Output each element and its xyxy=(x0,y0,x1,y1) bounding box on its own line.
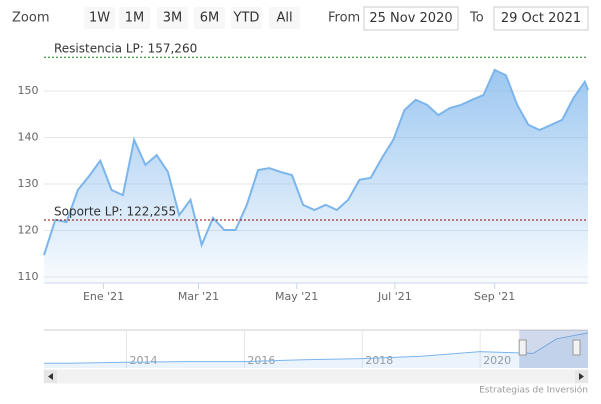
navigator-handle[interactable] xyxy=(572,339,581,356)
range-button[interactable] xyxy=(269,7,300,29)
price-line xyxy=(43,68,589,256)
y-tick-label: 110 xyxy=(18,270,39,283)
plot-line-label: Soporte LP: 122,255 xyxy=(54,204,176,218)
range-button[interactable] xyxy=(157,7,188,29)
range-button-label[interactable]: YTD xyxy=(233,11,260,26)
range-button[interactable] xyxy=(119,7,150,29)
navigator-tick-label: 2020 xyxy=(483,354,511,367)
navigator-line xyxy=(44,332,589,364)
arrow-left xyxy=(48,373,53,380)
y-tick-label: 140 xyxy=(18,130,39,143)
from-label: From xyxy=(328,11,360,26)
range-button[interactable] xyxy=(194,7,225,29)
credits[interactable]: Estrategias de Inversión xyxy=(479,385,588,396)
to-label: To xyxy=(469,11,484,26)
navigator-tick-label: 2014 xyxy=(130,354,158,367)
x-tick-label: Jul '21 xyxy=(377,290,412,303)
zoom-label: Zoom xyxy=(12,11,49,26)
y-tick-label: 120 xyxy=(18,223,39,236)
to-input[interactable] xyxy=(493,6,589,31)
range-button[interactable] xyxy=(231,7,262,29)
area-fill xyxy=(44,70,588,283)
range-button-label[interactable]: 3M xyxy=(163,11,183,26)
range-button-label[interactable]: 6M xyxy=(200,11,220,26)
x-tick-label: May '21 xyxy=(275,290,318,303)
scrollbar-track[interactable] xyxy=(43,369,589,384)
arrow-right xyxy=(579,373,584,380)
x-tick-label: Mar '21 xyxy=(178,290,219,303)
navigator-area xyxy=(44,332,588,368)
y-tick-label: 130 xyxy=(18,177,39,190)
from-input[interactable] xyxy=(363,6,459,31)
from-value[interactable]: 25 Nov 2020 xyxy=(369,11,452,26)
x-tick-label: Sep '21 xyxy=(474,290,515,303)
range-button[interactable] xyxy=(84,7,115,29)
navigator-handle[interactable] xyxy=(518,339,527,356)
to-value[interactable]: 29 Oct 2021 xyxy=(501,11,581,26)
x-tick-label: Ene '21 xyxy=(83,290,124,303)
range-button-label[interactable]: 1W xyxy=(89,11,110,26)
navigator-tick-label: 2016 xyxy=(247,354,275,367)
plot-line-label: Resistencia LP: 157,260 xyxy=(54,42,197,56)
range-button-label[interactable]: All xyxy=(276,11,292,26)
range-button-label[interactable]: 1M xyxy=(125,11,145,26)
y-tick-label: 150 xyxy=(18,84,39,97)
